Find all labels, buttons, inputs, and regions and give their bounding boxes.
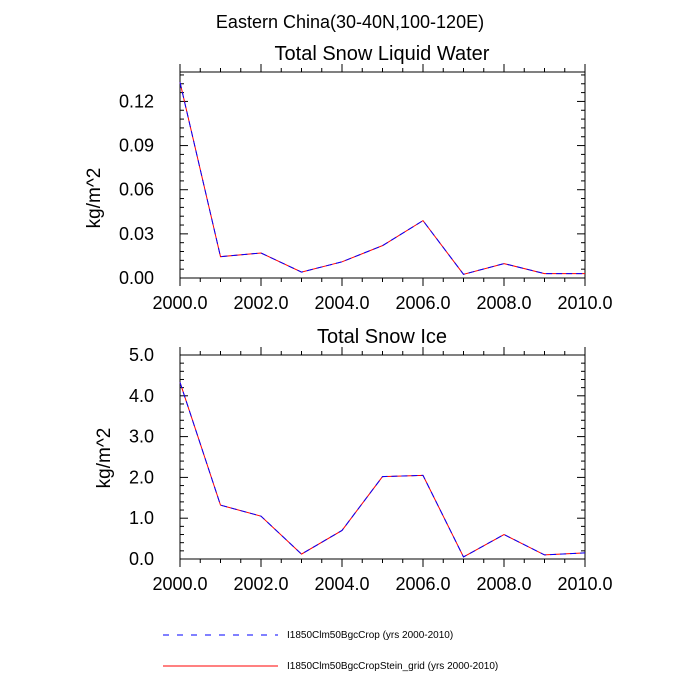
x-tick-label: 2000.0 xyxy=(152,293,207,313)
series-line-stein-grid xyxy=(179,382,586,558)
x-tick-label: 2002.0 xyxy=(233,293,288,313)
y-tick-label: 4.0 xyxy=(129,386,154,406)
y-axis-label: kg/m^2 xyxy=(94,428,115,489)
x-tick-label: 2010.0 xyxy=(557,574,612,594)
series-line-stein-grid xyxy=(179,82,585,275)
x-tick-label: 2006.0 xyxy=(395,574,450,594)
y-tick-label: 0.00 xyxy=(119,268,154,288)
chart-panel-snow-liquid-water: Total Snow Liquid Water kg/m^2 2000.0 200… xyxy=(84,43,613,313)
plot-frame xyxy=(179,71,586,279)
chart-panel-snow-ice: Total Snow Ice kg/m^2 2000.0 2002.0 2004.0… xyxy=(94,326,613,594)
y-tick-label: 0.09 xyxy=(119,136,154,156)
x-tick-label: 2004.0 xyxy=(314,293,369,313)
legend: I1850Clm50BgcCrop (yrs 2000-2010) I1850C… xyxy=(163,630,498,672)
y-tick-label: 3.0 xyxy=(129,427,154,447)
x-tick-label: 2000.0 xyxy=(152,574,207,594)
figure-title: Eastern China(30-40N,100-120E) xyxy=(216,12,484,32)
y-tick-label: 2.0 xyxy=(129,467,154,487)
legend-label-crop: I1850Clm50BgcCrop (yrs 2000-2010) xyxy=(287,630,453,641)
y-tick-label: 0.06 xyxy=(119,180,154,200)
y-tick-label: 0.0 xyxy=(129,549,154,569)
x-tick-label: 2008.0 xyxy=(476,574,531,594)
panel-title: Total Snow Liquid Water xyxy=(275,43,490,65)
series-line-crop xyxy=(179,382,586,558)
x-tick-label: 2004.0 xyxy=(314,574,369,594)
x-tick-label: 2002.0 xyxy=(233,574,288,594)
y-tick-label: 0.12 xyxy=(119,91,154,111)
y-tick-label: 0.03 xyxy=(119,224,154,244)
y-axis-label: kg/m^2 xyxy=(84,168,105,229)
x-tick-label: 2006.0 xyxy=(395,293,450,313)
legend-label-stein-grid: I1850Clm50BgcCropStein_grid (yrs 2000-20… xyxy=(287,661,498,672)
y-tick-label: 1.0 xyxy=(129,508,154,528)
series-line-crop xyxy=(179,82,585,275)
panel-title: Total Snow Ice xyxy=(317,326,447,348)
y-tick-label: 5.0 xyxy=(129,345,154,365)
x-tick-label: 2010.0 xyxy=(557,293,612,313)
plot-frame xyxy=(179,354,586,560)
x-tick-label: 2008.0 xyxy=(476,293,531,313)
